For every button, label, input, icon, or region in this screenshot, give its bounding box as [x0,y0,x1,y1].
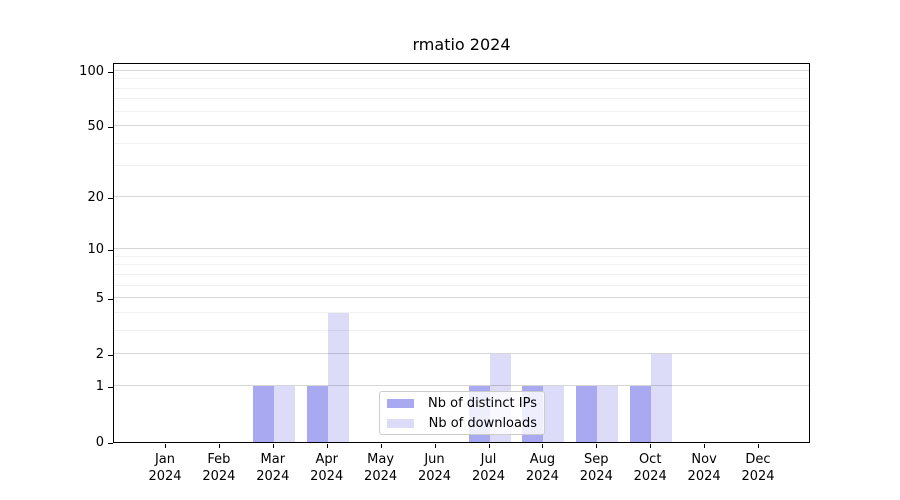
chart-title: rmatio 2024 [412,35,511,54]
x-axis-tick-label: Jan 2024 [148,452,182,484]
y-axis-tick-label: 50 [87,118,104,134]
y-axis-tick-label: 20 [87,190,104,206]
bar-downloads [543,386,565,442]
y-axis-tick [108,126,113,128]
legend-swatch-downloads-icon [387,418,414,428]
x-axis-tick-label: Jul 2024 [471,452,506,484]
x-axis-tick-label: Dec 2024 [741,452,775,484]
legend-label: Nb of distinct IPs [428,395,537,411]
legend-label: Nb of downloads [428,415,537,431]
x-axis-tick-label: Nov 2024 [687,452,721,484]
legend-item-distinct-ips: Nb of distinct IPs [387,396,537,411]
y-axis-tick-label: 100 [79,64,104,79]
x-axis-tick [434,444,436,448]
y-axis-tick [108,299,113,300]
x-axis-tick [488,444,490,448]
x-axis-tick-label: May 2024 [364,452,398,484]
x-axis-tick [218,444,220,448]
x-axis-tick [542,444,544,448]
x-axis-tick-label: Sep 2024 [579,452,613,484]
x-axis-tick-label: Mar 2024 [256,452,290,484]
y-axis-tick-label: 1 [95,379,104,395]
bar-distinct-ips [576,386,598,442]
x-axis-tick-label: Jun 2024 [417,452,452,484]
x-axis-tick [704,444,706,448]
legend: Nb of distinct IPs Nb of downloads [379,391,545,435]
y-axis-tick [108,354,113,356]
x-axis-tick [596,444,598,448]
x-axis-tick-label: Feb 2024 [202,452,236,484]
bar-downloads [273,386,295,442]
y-axis-tick-label: 5 [95,291,104,306]
x-axis-tick [272,444,274,448]
y-axis-tick [108,198,113,200]
x-axis-tick [326,444,328,448]
y-axis-tick [108,387,113,389]
y-axis-tick [108,443,113,444]
bar-downloads [327,312,349,442]
bar-distinct-ips [306,386,328,442]
bars-layer [114,64,809,442]
x-axis-tick-label: Oct 2024 [633,452,667,484]
bar-distinct-ips [252,386,274,442]
y-axis-tick [108,250,113,252]
x-axis-tick [758,444,759,448]
y-axis-tick-label: 2 [95,346,104,362]
x-axis-tick-label: Apr 2024 [310,452,344,484]
x-axis-tick [380,444,382,448]
x-axis-tick [650,444,652,448]
bar-downloads [597,386,619,442]
bar-distinct-ips [630,386,652,442]
x-axis-tick-label: Aug 2024 [525,452,559,484]
bar-downloads [651,353,673,442]
x-axis-tick [165,444,166,448]
legend-swatch-distinct-ips-icon [387,398,414,408]
legend-item-downloads: Nb of downloads [387,416,537,431]
y-axis-tick-label: 0 [95,435,104,450]
plot-area [113,63,810,443]
y-axis-tick [108,72,113,73]
y-axis-tick-label: 10 [87,242,104,258]
